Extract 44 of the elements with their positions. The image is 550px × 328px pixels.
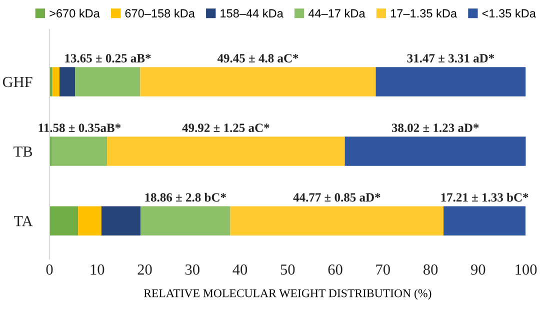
- bar: [376, 67, 526, 96]
- x-tick-label: 20: [138, 264, 152, 275]
- x-tick-label: 30: [185, 264, 200, 275]
- data-label: 13.65 ± 0.25 aB*: [65, 54, 151, 63]
- y-tick-label: TA: [14, 216, 33, 226]
- legend-label: <1.35 kDa: [482, 8, 536, 18]
- data-label: 31.47 ± 3.31 aD*: [407, 54, 494, 63]
- data-label: 49.92 ± 1.25 aC*: [182, 124, 270, 132]
- data-label: 38.02 ± 1.23 aD*: [392, 124, 479, 132]
- x-axis-title: RELATIVE MOLECULAR WEIGHT DISTRIBUTION (%): [144, 288, 432, 300]
- x-tick-label: 80: [423, 264, 438, 275]
- bar: [78, 206, 102, 236]
- bar: [60, 67, 76, 96]
- bar: [52, 136, 108, 166]
- data-label: 49.45 ± 4.8 aC*: [217, 54, 298, 63]
- y-tick-label: GHF: [2, 76, 32, 88]
- x-tick-label: 60: [328, 264, 342, 275]
- data-label: 11.58 ± 0.35aB*: [38, 124, 121, 132]
- legend-label: 44–17 kDa: [308, 8, 366, 18]
- x-tick-label: 50: [280, 264, 295, 275]
- bar: [444, 206, 526, 236]
- legend-label: 158–44 kDa: [220, 8, 284, 18]
- data-label: 44.77 ± 0.85 aD*: [293, 193, 380, 202]
- x-tick-label: 100: [516, 264, 537, 275]
- legend-label: >670 kDa: [50, 8, 100, 18]
- bar: [107, 136, 345, 166]
- x-tick-label: 70: [376, 264, 390, 275]
- bar: [50, 206, 78, 236]
- y-tick-label: TB: [14, 146, 32, 157]
- bar: [140, 67, 376, 96]
- x-tick-label: 40: [232, 264, 248, 275]
- x-tick-label: 0: [46, 264, 53, 275]
- bar: [75, 67, 140, 96]
- legend-label: 670–158 kDa: [125, 8, 195, 18]
- legend-label: 17–1.35 kDa: [390, 8, 458, 18]
- bar: [140, 206, 230, 236]
- bar: [52, 67, 60, 96]
- data-label: 17.21 ± 1.33 bC*: [441, 192, 528, 202]
- data-label: 18.86 ± 2.8 bC*: [145, 192, 226, 202]
- bar: [101, 206, 140, 236]
- bar: [230, 206, 444, 236]
- x-tick-label: 90: [471, 264, 486, 275]
- bar: [344, 136, 526, 166]
- x-tick-label: 10: [90, 264, 104, 275]
